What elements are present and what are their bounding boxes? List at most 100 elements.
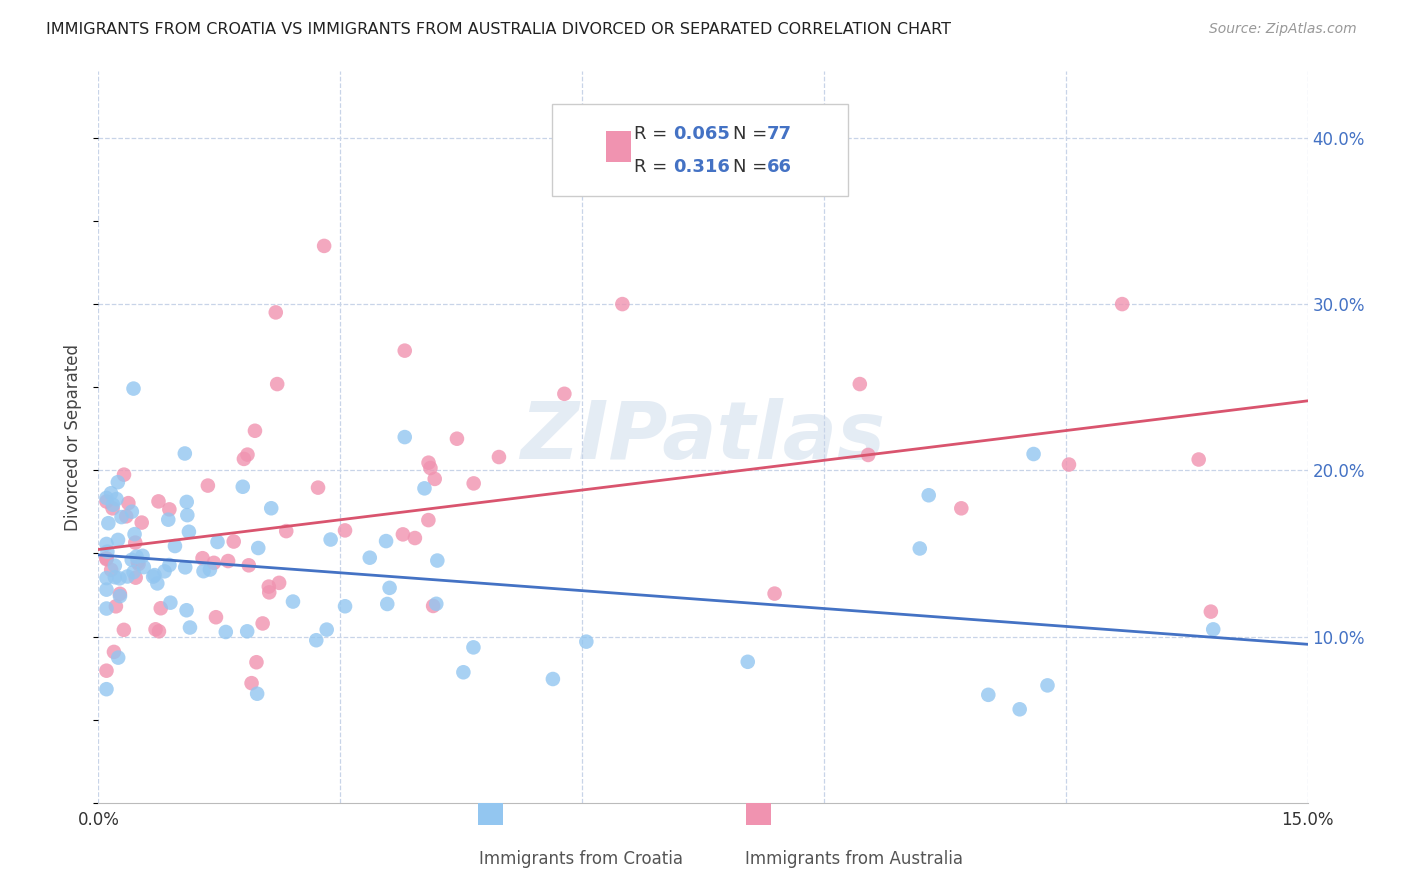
Point: [101, 498, 124, 512]
Point: [245, 655, 267, 669]
Point: [453, 665, 475, 680]
Point: [359, 550, 381, 565]
Point: [177, 524, 200, 539]
Point: [96, 582, 118, 597]
Point: [307, 481, 329, 495]
Text: Immigrants from Croatia: Immigrants from Croatia: [479, 850, 683, 868]
Point: [207, 535, 229, 549]
Point: [446, 432, 468, 446]
Point: [143, 568, 166, 582]
Point: [148, 624, 170, 639]
Point: [96, 494, 118, 508]
Point: [238, 558, 260, 573]
Point: [122, 382, 145, 396]
Point: [131, 516, 153, 530]
Point: [232, 480, 254, 494]
Point: [236, 624, 259, 639]
Point: [763, 586, 786, 600]
Text: Source: ZipAtlas.com: Source: ZipAtlas.com: [1209, 22, 1357, 37]
Point: [96, 601, 118, 615]
Point: [1008, 702, 1031, 716]
Point: [121, 505, 143, 519]
Point: [197, 478, 219, 492]
Point: [105, 491, 128, 506]
Point: [159, 596, 181, 610]
Point: [100, 486, 122, 500]
Point: [392, 527, 415, 541]
Point: [418, 456, 440, 470]
Point: [103, 645, 125, 659]
Point: [104, 570, 127, 584]
Point: [553, 386, 575, 401]
Point: [174, 560, 197, 574]
Point: [96, 552, 118, 566]
Point: [163, 539, 186, 553]
Point: [333, 599, 356, 614]
Point: [146, 576, 169, 591]
Point: [243, 424, 266, 438]
Point: [157, 502, 180, 516]
Point: [96, 682, 118, 697]
Point: [202, 556, 225, 570]
Point: [176, 495, 198, 509]
Point: [222, 534, 245, 549]
Point: [157, 513, 180, 527]
Y-axis label: Divorced or Separated: Divorced or Separated: [65, 343, 83, 531]
Point: [215, 625, 238, 640]
Point: [463, 476, 485, 491]
Point: [375, 597, 398, 611]
Point: [205, 610, 228, 624]
Point: [142, 569, 165, 583]
Point: [315, 623, 337, 637]
Point: [124, 535, 146, 549]
Text: R =: R =: [634, 125, 673, 143]
Point: [426, 553, 449, 567]
Point: [950, 501, 973, 516]
Point: [488, 450, 510, 464]
Point: [173, 446, 195, 460]
Point: [159, 558, 181, 572]
Point: [121, 553, 143, 567]
Point: [122, 565, 145, 579]
Point: [1111, 297, 1133, 311]
Point: [413, 481, 436, 495]
Text: IMMIGRANTS FROM CROATIA VS IMMIGRANTS FROM AUSTRALIA DIVORCED OR SEPARATED CORRE: IMMIGRANTS FROM CROATIA VS IMMIGRANTS FR…: [46, 22, 952, 37]
Point: [97, 516, 120, 531]
Text: N =: N =: [734, 158, 773, 176]
Point: [1036, 678, 1059, 692]
Point: [375, 534, 398, 549]
Point: [264, 305, 287, 319]
Point: [252, 616, 274, 631]
Point: [463, 640, 485, 655]
Point: [281, 594, 304, 608]
Text: ZIPatlas: ZIPatlas: [520, 398, 886, 476]
Point: [541, 672, 564, 686]
Point: [198, 563, 221, 577]
Point: [108, 589, 131, 603]
Point: [276, 524, 298, 538]
Point: [908, 541, 931, 556]
Point: [260, 501, 283, 516]
Point: [124, 527, 146, 541]
Point: [148, 494, 170, 508]
Point: [107, 533, 129, 547]
Point: [104, 558, 127, 573]
Point: [104, 599, 127, 614]
Point: [419, 461, 441, 475]
Point: [131, 549, 153, 563]
Point: [127, 555, 149, 569]
Point: [575, 634, 598, 648]
Text: 77: 77: [768, 125, 792, 143]
Point: [266, 377, 288, 392]
Point: [191, 551, 214, 566]
Point: [1188, 452, 1211, 467]
Point: [107, 475, 129, 490]
Point: [319, 533, 342, 547]
Point: [145, 622, 167, 636]
Point: [246, 687, 269, 701]
Point: [394, 430, 416, 444]
Point: [423, 472, 446, 486]
Point: [425, 597, 447, 611]
Text: Immigrants from Australia: Immigrants from Australia: [745, 850, 963, 868]
Point: [101, 501, 124, 516]
